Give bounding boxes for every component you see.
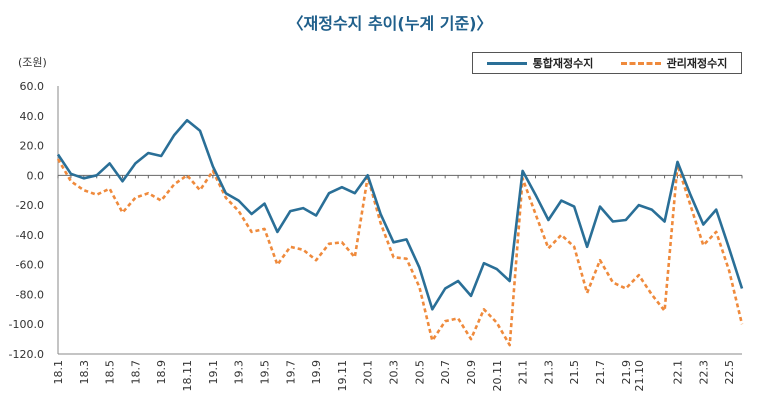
x-tick-label: 19.7	[284, 360, 297, 385]
x-tick-label: 22.5	[723, 360, 736, 385]
x-tick-label: 19.3	[233, 360, 246, 385]
x-tick-label: 20.5	[413, 360, 426, 385]
legend: 통합재정수지 관리재정수지	[472, 52, 742, 74]
series-line-managed-balance	[56, 158, 744, 347]
legend-item-series-2: 관리재정수지	[620, 55, 728, 71]
x-tick-label: 18.9	[155, 360, 168, 385]
x-tick-label: 21.9	[620, 360, 633, 385]
x-tick-label: 20.1	[362, 360, 375, 385]
y-tick-label: -60.0	[16, 259, 44, 272]
y-tick-label: -20.0	[16, 199, 44, 212]
x-tick-label: 18.1	[52, 360, 65, 385]
legend-item-series-1: 통합재정수지	[486, 55, 594, 71]
x-tick-label: 19.9	[310, 360, 323, 385]
x-tick-label: 18.7	[129, 360, 142, 385]
x-tick-label: 19.11	[336, 360, 349, 392]
x-tick-label: 21.3	[542, 360, 555, 385]
legend-swatch-solid	[486, 61, 527, 65]
x-tick-label: 21.1	[517, 360, 530, 385]
x-tick-label: 22.1	[671, 360, 684, 385]
x-tick-label: 20.11	[491, 360, 504, 392]
x-tick-label: 22.3	[697, 360, 710, 385]
x-tick-label: 18.5	[104, 360, 117, 385]
y-tick-label: 60.0	[20, 80, 45, 93]
y-tick-label: 0.0	[27, 169, 45, 182]
y-tick-label: -100.0	[9, 318, 44, 331]
x-tick-label: 19.5	[258, 360, 271, 385]
x-tick-label: 18.11	[181, 360, 194, 392]
x-tick-label: 21.7	[594, 360, 607, 385]
x-tick-label: 21.5	[568, 360, 581, 385]
y-tick-label: -120.0	[9, 348, 44, 361]
chart-title: 〈재정수지 추이(누계 기준)〉	[287, 14, 493, 33]
legend-label-series-2: 관리재정수지	[666, 57, 728, 70]
x-tick-label: 20.3	[388, 360, 401, 385]
y-tick-label: -40.0	[16, 229, 44, 242]
series-line-integrated-balance	[56, 118, 744, 311]
y-axis-unit: (조원)	[18, 56, 47, 69]
legend-swatch-dashed	[620, 61, 661, 65]
y-tick-label: 20.0	[20, 140, 45, 153]
y-tick-label: 40.0	[20, 110, 45, 123]
x-tick-label: 21.10	[633, 360, 646, 392]
y-tick-label: -80.0	[16, 288, 44, 301]
x-tick-label: 20.7	[439, 360, 452, 385]
x-tick-label: 20.9	[465, 360, 478, 385]
x-tick-label: 18.3	[78, 360, 91, 385]
legend-label-series-1: 통합재정수지	[532, 57, 594, 70]
x-tick-label: 19.1	[207, 360, 220, 385]
